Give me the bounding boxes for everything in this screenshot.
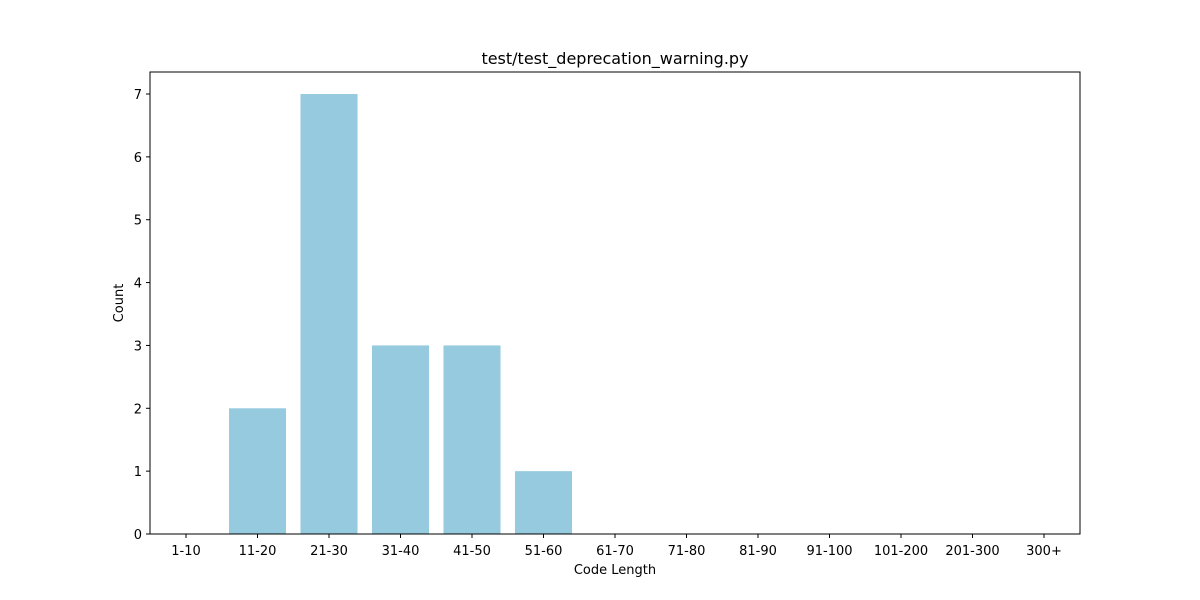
x-tick-label: 31-40: [382, 544, 420, 559]
x-tick-label: 81-90: [739, 544, 777, 559]
x-tick-label: 91-100: [806, 544, 852, 559]
y-tick-label: 4: [134, 277, 142, 292]
bars-group: [229, 94, 572, 534]
x-tick-label: 61-70: [596, 544, 634, 559]
bar-21-30: [300, 94, 358, 534]
bar-31-40: [372, 345, 429, 534]
y-tick-label: 6: [134, 151, 142, 166]
plot-frame: [149, 71, 1081, 535]
x-tick-label: 201-300: [945, 544, 999, 559]
x-tick-label: 41-50: [453, 544, 491, 559]
x-tick-label: 101-200: [874, 544, 928, 559]
chart-title: test/test_deprecation_warning.py: [481, 49, 748, 69]
y-axis-label: Count: [112, 284, 127, 323]
x-axis-ticks: 1-10 11-20 21-30 31-40 41-50 51-60 61-70 71-80 8…: [171, 534, 1062, 559]
bar-51-60: [515, 471, 572, 534]
y-tick-label: 0: [134, 528, 142, 543]
y-axis-ticks: 0 1 2 3 4 5 6 7: [134, 88, 150, 543]
x-tick-label: 11-20: [239, 544, 277, 559]
x-tick-label: 51-60: [525, 544, 563, 559]
y-tick-label: 2: [134, 402, 142, 417]
bar-11-20: [229, 408, 286, 534]
x-axis-label: Code Length: [574, 563, 656, 578]
x-tick-label: 300+: [1026, 544, 1062, 559]
x-tick-label: 1-10: [171, 544, 201, 559]
bar-41-50: [443, 345, 501, 534]
y-tick-label: 3: [134, 339, 142, 354]
x-tick-label: 71-80: [668, 544, 706, 559]
y-tick-label: 5: [134, 214, 142, 229]
x-tick-label: 21-30: [310, 544, 348, 559]
y-tick-label: 1: [134, 465, 142, 480]
y-tick-label: 7: [134, 88, 142, 103]
